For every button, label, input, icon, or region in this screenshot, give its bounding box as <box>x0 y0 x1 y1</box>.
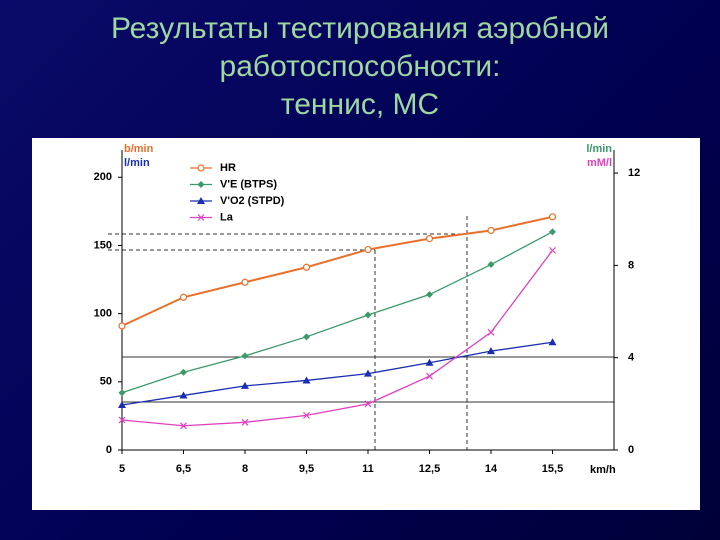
title-line: работоспособности: <box>219 50 501 83</box>
marker <box>549 228 556 236</box>
marker <box>426 291 433 299</box>
series-line <box>121 341 553 406</box>
x-tick-label: 11 <box>362 463 374 475</box>
marker <box>241 352 249 360</box>
marker <box>549 246 556 254</box>
series-line <box>121 231 553 394</box>
marker <box>364 400 372 408</box>
legend-marker <box>197 181 205 188</box>
x-tick-label: 8 <box>242 463 248 475</box>
legend-marker <box>197 214 205 221</box>
marker <box>303 333 310 341</box>
y-tick-label: 150 <box>94 239 112 251</box>
marker <box>118 322 126 330</box>
slide-title: Результаты тестирования аэробной работос… <box>0 10 720 124</box>
y-tick-label: 200 <box>94 171 112 183</box>
marker <box>241 418 249 426</box>
marker <box>302 376 311 384</box>
legend-marker <box>197 164 205 172</box>
x-tick-label: 9,5 <box>299 463 314 475</box>
marker <box>303 411 310 419</box>
marker <box>118 416 126 424</box>
legend-marker <box>197 197 205 204</box>
marker <box>487 328 495 336</box>
y2-tick-label: 0 <box>628 444 634 456</box>
marker <box>548 213 557 221</box>
marker <box>425 358 434 366</box>
series-line <box>121 249 554 427</box>
y-tick-label: 100 <box>94 308 112 320</box>
marker <box>487 347 495 355</box>
marker <box>241 381 249 389</box>
marker <box>118 389 126 397</box>
marker <box>425 235 434 243</box>
y-axis-label: l/min <box>124 157 150 169</box>
y2-axis-label: mM/l <box>587 157 612 169</box>
marker <box>364 369 372 377</box>
marker <box>302 263 311 271</box>
y2-tick-label: 12 <box>628 167 640 179</box>
y2-axis-label: l/min <box>586 143 612 155</box>
y-tick-label: 0 <box>106 444 112 456</box>
x-tick-label: 12,5 <box>419 463 440 475</box>
marker <box>118 401 126 408</box>
y-axis-label: b/min <box>124 143 154 155</box>
x-tick-label: 14 <box>485 463 498 475</box>
marker <box>548 338 557 346</box>
y2-tick-label: 8 <box>628 259 634 271</box>
marker <box>364 245 372 254</box>
marker <box>180 368 187 376</box>
legend-label: HR <box>220 162 236 174</box>
marker <box>180 422 187 430</box>
legend-label: V'O2 (STPD) <box>220 195 285 207</box>
title-line: Результаты тестирования аэробной <box>110 12 610 45</box>
marker <box>487 261 495 269</box>
legend-label: La <box>220 211 234 223</box>
x-tick-label: 5 <box>119 463 125 475</box>
y-tick-label: 50 <box>100 376 112 388</box>
marker <box>179 391 188 399</box>
title-line: теннис, МС <box>280 88 440 121</box>
series-line <box>121 215 553 327</box>
marker <box>426 372 433 380</box>
x-axis-label: km/h <box>590 464 616 476</box>
plot-background <box>32 138 700 510</box>
marker <box>241 278 249 286</box>
y2-tick-label: 4 <box>628 352 635 364</box>
legend-label: V'E (BTPS) <box>220 178 277 190</box>
x-tick-label: 6,5 <box>176 463 191 475</box>
marker <box>487 226 495 235</box>
marker <box>179 293 188 301</box>
marker <box>364 311 372 319</box>
x-tick-label: 15,5 <box>542 463 563 475</box>
